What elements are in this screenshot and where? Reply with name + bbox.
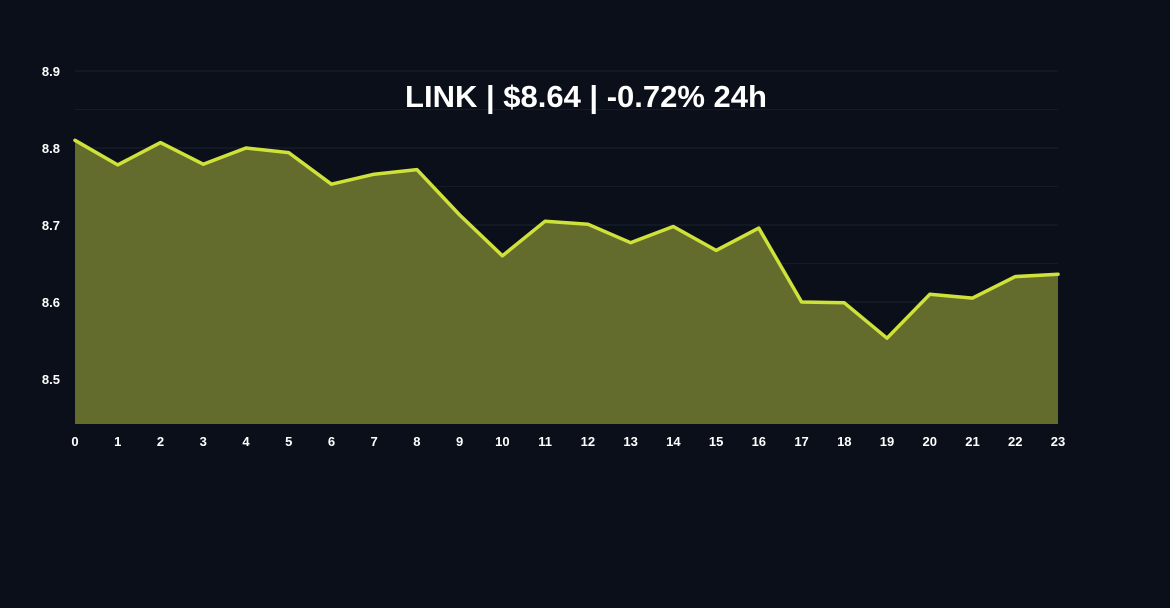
x-tick-label: 12 (581, 434, 595, 449)
x-tick-label: 14 (666, 434, 681, 449)
x-tick-label: 17 (794, 434, 808, 449)
x-tick-label: 10 (495, 434, 509, 449)
x-tick-label: 1 (114, 434, 121, 449)
x-tick-label: 5 (285, 434, 292, 449)
y-tick-label: 8.9 (42, 64, 60, 79)
x-tick-label: 18 (837, 434, 851, 449)
y-tick-label: 8.7 (42, 218, 60, 233)
x-tick-label: 6 (328, 434, 335, 449)
x-tick-label: 7 (371, 434, 378, 449)
price-area-fill (75, 140, 1058, 425)
x-tick-label: 23 (1051, 434, 1065, 449)
x-tick-label: 9 (456, 434, 463, 449)
x-tick-label: 0 (71, 434, 78, 449)
x-axis-ticks: 0 1 2 3 4 5 6 7 8 9 10 11 12 13 14 15 16 17 18 19 20 21 22 23 (71, 434, 1065, 449)
x-tick-label: 4 (242, 434, 250, 449)
x-tick-label: 20 (923, 434, 937, 449)
price-line (73, 138, 1060, 340)
chart-title: LINK | $8.64 | -0.72% 24h (405, 79, 767, 114)
x-tick-label: 19 (880, 434, 894, 449)
x-tick-label: 13 (623, 434, 637, 449)
x-tick-label: 16 (752, 434, 766, 449)
x-tick-label: 8 (413, 434, 420, 449)
x-tick-label: 15 (709, 434, 723, 449)
y-axis-ticks: 8.5 8.6 8.7 8.8 8.9 (42, 64, 60, 387)
x-tick-label: 21 (965, 434, 979, 449)
y-tick-label: 8.6 (42, 295, 60, 310)
x-tick-label: 2 (157, 434, 164, 449)
x-tick-label: 11 (538, 434, 552, 449)
x-tick-label: 3 (200, 434, 207, 449)
y-tick-label: 8.5 (42, 372, 60, 387)
x-tick-label: 22 (1008, 434, 1022, 449)
y-tick-label: 8.8 (42, 141, 60, 156)
